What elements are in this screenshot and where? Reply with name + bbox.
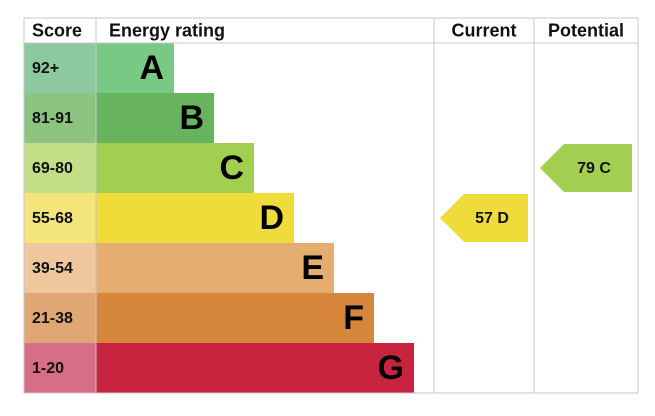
score-cell	[24, 93, 96, 143]
rating-bar	[96, 43, 174, 93]
score-cell	[24, 243, 96, 293]
score-cell	[24, 193, 96, 243]
score-cell	[24, 343, 96, 393]
rating-bar	[96, 93, 214, 143]
score-label: 55-68	[32, 210, 73, 227]
score-label: 21-38	[32, 310, 73, 327]
column-header: Energy rating	[109, 20, 225, 40]
rating-letter: F	[343, 299, 364, 337]
score-cell	[24, 43, 96, 93]
score-cell	[24, 293, 96, 343]
rating-letter: B	[179, 99, 204, 137]
rating-arrow-label: 57 D	[475, 210, 509, 227]
score-label: 39-54	[32, 260, 73, 277]
rating-arrow-label: 79 C	[577, 160, 611, 177]
column-header: Score	[32, 20, 82, 40]
column-header: Potential	[548, 20, 624, 40]
rating-bar	[96, 143, 254, 193]
rating-letter: D	[259, 199, 284, 237]
rating-letter: E	[301, 249, 324, 287]
rating-bar	[96, 343, 414, 393]
rating-arrow	[440, 194, 528, 242]
rating-letter: G	[378, 349, 404, 387]
table-border	[23, 17, 639, 394]
score-cell	[24, 143, 96, 193]
score-label: 92+	[32, 60, 59, 77]
rating-bar	[96, 243, 334, 293]
rating-letter: C	[219, 149, 244, 187]
rating-bar	[96, 293, 374, 343]
rating-bar	[96, 193, 294, 243]
score-label: 81-91	[32, 110, 73, 127]
column-header: Current	[451, 20, 516, 40]
score-label: 1-20	[32, 360, 64, 377]
score-label: 69-80	[32, 160, 73, 177]
rating-arrow	[540, 144, 632, 192]
rating-letter: A	[139, 49, 164, 87]
